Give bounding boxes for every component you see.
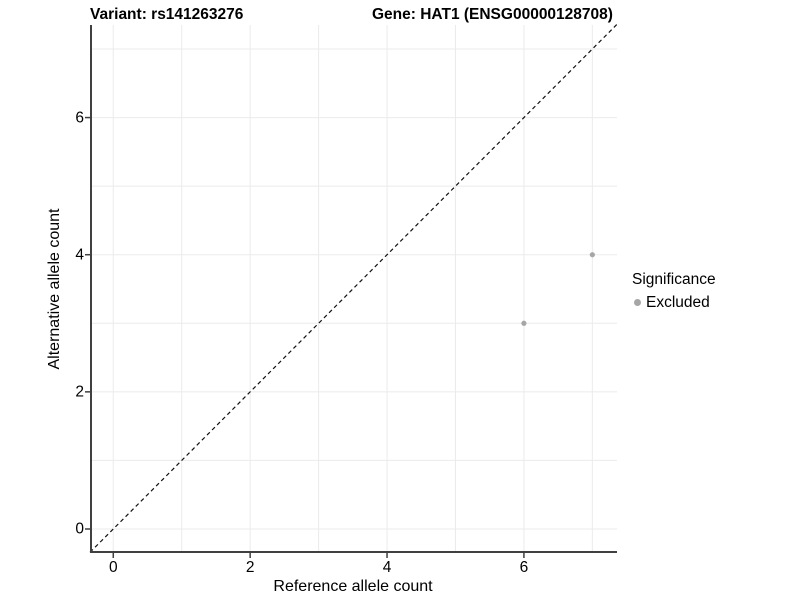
legend-item-label: Excluded — [646, 293, 710, 311]
excluded-point-swatch — [634, 298, 641, 306]
plot-title-variant: Variant: rs141263276 — [90, 6, 244, 23]
plot-panel — [85, 23, 618, 558]
x-tick-label: 4 — [382, 559, 392, 576]
plot-title-gene: Gene: HAT1 (ENSG00000128708) — [372, 6, 613, 23]
x-tick-label: 2 — [245, 559, 255, 576]
x-axis-title: Reference allele count — [273, 578, 433, 595]
x-tick-label: 0 — [108, 559, 118, 576]
x-tick-label: 6 — [519, 559, 529, 576]
identity-reference-line — [89, 23, 618, 553]
legend-item-excluded: Excluded — [634, 294, 716, 311]
y-tick-label: 4 — [75, 245, 84, 263]
y-tick-label: 6 — [75, 108, 84, 126]
y-axis-title: Alternative allele count — [46, 208, 63, 370]
y-tick-label: 0 — [75, 520, 84, 538]
y-tick-label: 2 — [75, 383, 84, 401]
data-point — [589, 252, 595, 258]
legend-title: Significance — [632, 271, 716, 288]
data-point — [521, 320, 527, 326]
legend: Significance Excluded — [632, 271, 716, 311]
